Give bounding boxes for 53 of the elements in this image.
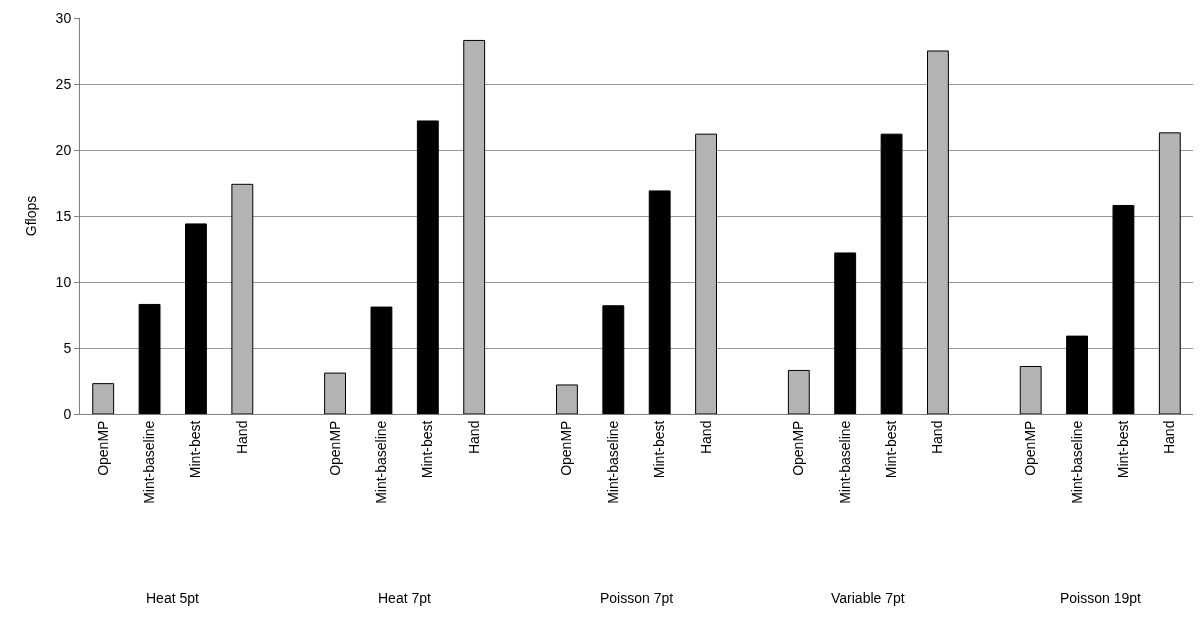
y-tick-label: 30	[55, 9, 72, 26]
bar	[695, 133, 717, 414]
bar	[1019, 365, 1042, 414]
y-tick-label: 10	[55, 273, 72, 290]
x-tick-label: Mint-best	[651, 420, 668, 479]
x-tick-label: Mint-best	[1114, 420, 1131, 479]
y-tick-label: 5	[63, 339, 72, 356]
x-tick-label: Mint-baseline	[604, 420, 621, 504]
x-tick-label: OpenMP	[326, 420, 343, 476]
text: Heat 5pt	[146, 590, 200, 606]
x-tick-label: Hand	[1161, 420, 1178, 455]
text: Variable 7pt	[831, 590, 905, 606]
bar	[231, 183, 254, 414]
y-tick-label: 15	[55, 207, 72, 224]
x-tick-label: Mint-best	[187, 420, 204, 479]
x-tick-label: OpenMP	[1022, 420, 1039, 476]
text: Heat 7pt	[378, 590, 432, 606]
bar	[1066, 335, 1088, 414]
y-tick-label: 25	[55, 75, 72, 92]
bar	[602, 305, 625, 414]
bar	[92, 383, 115, 414]
bar	[1158, 132, 1181, 414]
x-tick-label: Mint-baseline	[836, 420, 853, 504]
bar	[370, 306, 393, 414]
bar	[138, 303, 161, 414]
bar	[1112, 204, 1135, 414]
x-tick-label: OpenMP	[94, 420, 111, 476]
x-tick-label: Hand	[929, 420, 946, 455]
bar	[834, 252, 857, 414]
bar	[880, 133, 903, 414]
y-tick-label: 20	[55, 141, 72, 158]
x-tick-label: OpenMP	[558, 420, 575, 476]
bar	[185, 223, 207, 414]
bar	[463, 39, 486, 414]
bar	[787, 369, 810, 414]
x-tick-label: Mint-best	[883, 420, 900, 479]
bar	[927, 50, 949, 414]
bar	[648, 190, 671, 414]
bar	[416, 120, 439, 414]
x-tick-label: Hand	[697, 420, 714, 455]
x-tick-label: Mint-best	[419, 420, 436, 479]
y-tick-label: 0	[63, 405, 72, 422]
bar	[324, 372, 346, 414]
x-tick-label: Mint-baseline	[372, 420, 389, 504]
x-tick-label: OpenMP	[790, 420, 807, 476]
x-tick-label: Hand	[465, 420, 482, 455]
text: Poisson 7pt	[600, 590, 674, 606]
x-tick-label: Mint-baseline	[141, 420, 158, 504]
x-tick-label: Hand	[233, 420, 250, 455]
text: Poisson 19pt	[1060, 590, 1142, 606]
y-axis-title: Gflops	[23, 195, 40, 237]
x-tick-label: Mint-baseline	[1068, 420, 1085, 504]
bar	[556, 384, 578, 414]
